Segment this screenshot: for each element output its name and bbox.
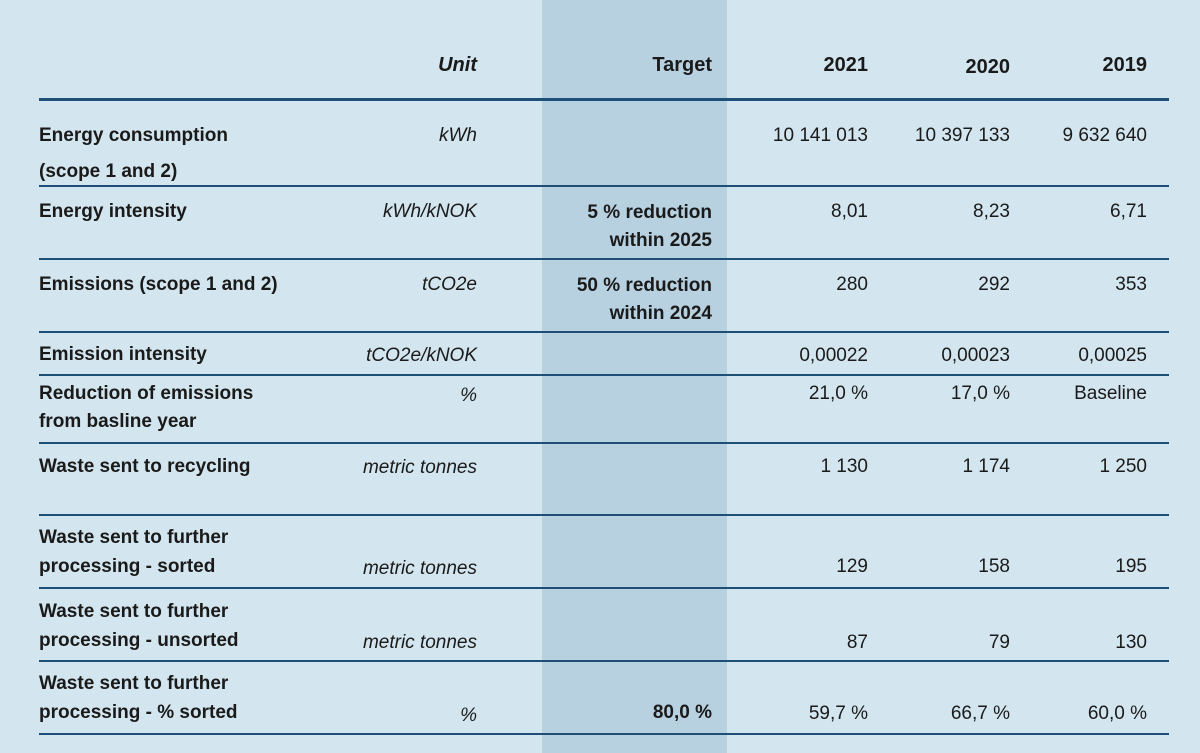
emissions-table: Unit Target 2021 2020 2019 Energy consum… xyxy=(39,0,1169,735)
row-unit: kWh/kNOK xyxy=(383,201,477,222)
row-label: Energy consumption xyxy=(39,125,228,146)
header-2021: 2021 xyxy=(823,54,869,76)
row-label: processing - % sorted xyxy=(39,702,238,723)
value-2019: 195 xyxy=(1115,556,1147,577)
value-2020: 8,23 xyxy=(973,201,1010,222)
row-unit: tCO2e/kNOK xyxy=(366,345,477,366)
row-target: within 2024 xyxy=(609,303,712,324)
header-unit: Unit xyxy=(438,54,477,76)
row-label: Waste sent to further xyxy=(39,527,229,548)
row-label: Waste sent to recycling xyxy=(39,456,251,477)
value-2020: 158 xyxy=(978,556,1010,577)
row-unit: % xyxy=(460,705,477,726)
row-target: 50 % reduction xyxy=(576,275,712,296)
row-unit: kWh xyxy=(439,125,477,146)
header-target: Target xyxy=(652,54,712,76)
table-row-reduction-of-emissions: Reduction of emissions from basline year%… xyxy=(39,376,1169,444)
value-2019: 60,0 % xyxy=(1087,703,1147,724)
row-unit: % xyxy=(460,385,477,406)
table-row-emissions: Emissions (scope 1 and 2) tCO2e 50 % reduc… xyxy=(39,260,1169,333)
row-label: Waste sent to further xyxy=(39,601,229,622)
row-unit: metric tonnes xyxy=(362,457,477,478)
row-label: from basline year xyxy=(39,411,197,432)
header-2019: 2019 xyxy=(1102,54,1148,76)
value-2020: 0,00023 xyxy=(941,345,1010,366)
header-2020: 2020 xyxy=(965,56,1011,78)
value-2021: 280 xyxy=(836,274,868,295)
value-2021: 1 130 xyxy=(820,456,868,477)
row-label: Emissions (scope 1 and 2) xyxy=(39,274,278,295)
row-target: 5 % reduction xyxy=(587,202,712,223)
value-2021: 129 xyxy=(836,556,868,577)
row-unit: metric tonnes xyxy=(362,558,477,579)
row-target: within 2025 xyxy=(609,230,712,251)
table-row-emission-intensity: Emission intensity tCO2e/kNOK 0,00022 0,000… xyxy=(39,333,1169,376)
row-label: Reduction of emissions xyxy=(39,383,254,404)
value-2020: 1 174 xyxy=(962,456,1010,477)
value-2021: 10 141 013 xyxy=(772,125,868,146)
value-2020: 79 xyxy=(988,632,1010,653)
value-2021: 0,00022 xyxy=(799,345,868,366)
table-row-waste-unsorted: Waste sent to further processing - unsort… xyxy=(39,589,1169,662)
row-target: 80,0 % xyxy=(652,702,712,723)
table-row-energy-consumption: Energy consumption (scope 1 and 2) kWh 10 1… xyxy=(39,101,1169,187)
value-2020: 292 xyxy=(978,274,1010,295)
row-unit: tCO2e xyxy=(422,274,477,295)
value-2020: 66,7 % xyxy=(950,703,1010,724)
row-label: Waste sent to further xyxy=(39,673,229,694)
value-2020: 17,0 % xyxy=(950,383,1010,404)
value-2019: 130 xyxy=(1115,632,1147,653)
value-2020: 10 397 133 xyxy=(914,125,1010,146)
row-label: processing - unsorted xyxy=(39,630,239,651)
row-label: Emission intensity xyxy=(39,344,207,365)
value-2021: 87 xyxy=(846,632,868,653)
table-row-waste-sorted: Waste sent to further processing - sorted… xyxy=(39,516,1169,589)
row-label: Energy intensity xyxy=(39,201,187,222)
value-2019: 353 xyxy=(1115,274,1147,295)
table-row-waste-percent-sorted: Waste sent to further processing - % sort… xyxy=(39,662,1169,735)
row-unit: metric tonnes xyxy=(362,632,477,653)
table-row-energy-intensity: Energy intensity kWh/kNOK 5 % reduction wit… xyxy=(39,187,1169,260)
row-label: (scope 1 and 2) xyxy=(39,161,178,182)
value-2019: 1 250 xyxy=(1099,456,1147,477)
table-body: Energy consumption (scope 1 and 2) kWh 10 1… xyxy=(39,101,1169,735)
target-column-highlight xyxy=(542,0,727,753)
value-2021: 8,01 xyxy=(831,201,868,222)
table-header: Unit Target 2021 2020 2019 xyxy=(39,0,1169,101)
value-2019: 9 632 640 xyxy=(1062,125,1147,146)
table-row-waste-recycling: Waste sent to recycling metric tonnes 1 13… xyxy=(39,444,1169,516)
row-label: processing - sorted xyxy=(39,556,216,577)
value-2019: 6,71 xyxy=(1110,201,1147,222)
value-2021: 59,7 % xyxy=(808,703,868,724)
value-2019: Baseline xyxy=(1074,383,1147,404)
value-2019: 0,00025 xyxy=(1078,345,1147,366)
value-2021: 21,0 % xyxy=(808,383,868,404)
